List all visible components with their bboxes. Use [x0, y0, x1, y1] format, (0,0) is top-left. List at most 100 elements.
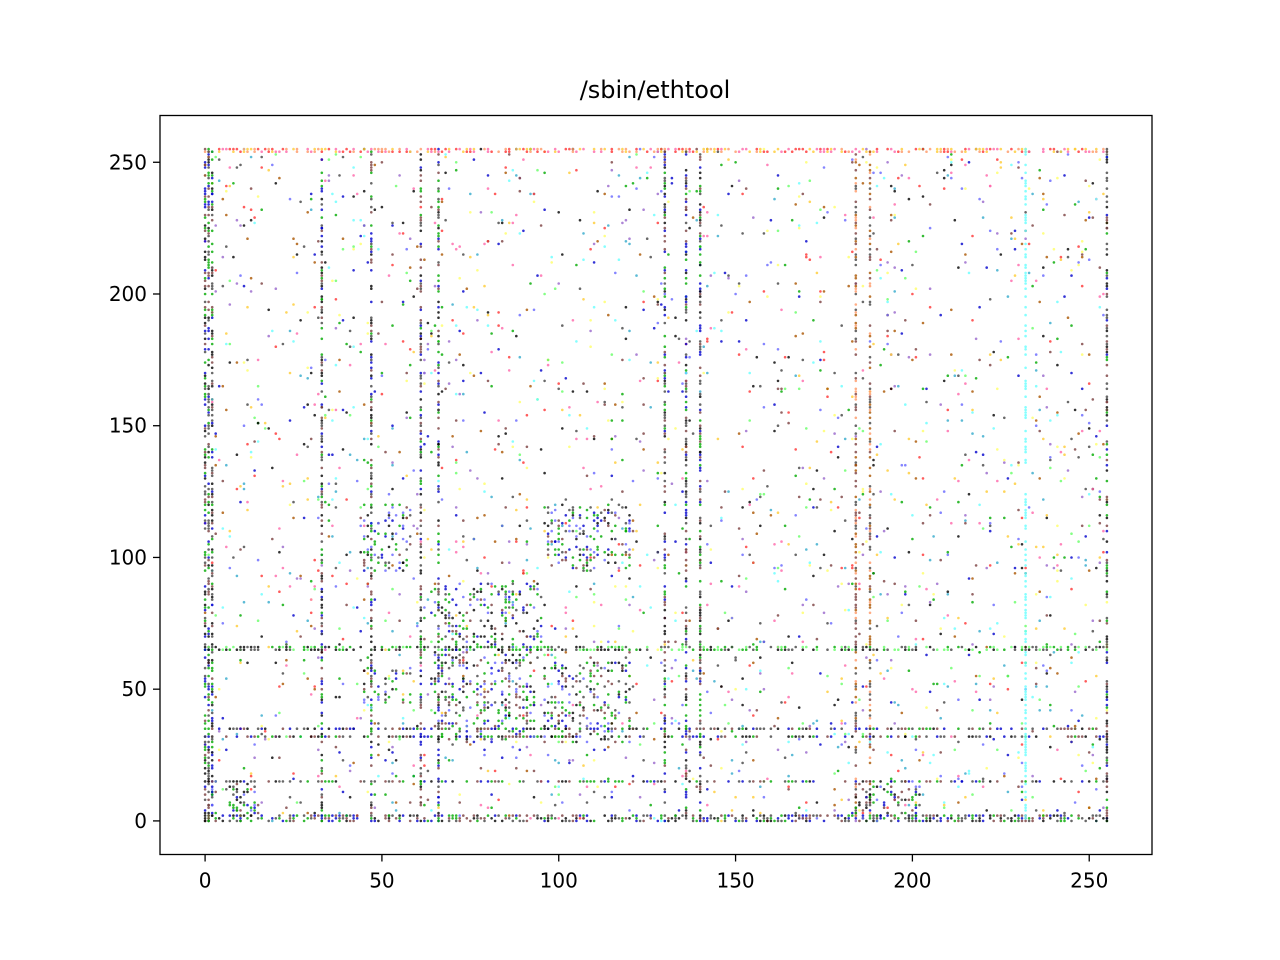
data-point [447, 187, 451, 190]
data-point [649, 606, 652, 609]
data-point [978, 651, 981, 654]
data-point [617, 258, 621, 262]
data-point [320, 595, 324, 599]
data-point [504, 606, 508, 609]
data-point [532, 701, 536, 704]
data-point [423, 508, 426, 512]
data-point [698, 814, 702, 817]
data-point [532, 308, 536, 312]
data-point [889, 735, 893, 738]
data-point [911, 687, 914, 691]
data-point [656, 477, 660, 480]
data-point [776, 727, 780, 730]
data-point [476, 817, 479, 820]
data-point [698, 614, 702, 617]
data-point [720, 506, 723, 509]
data-point [571, 319, 575, 322]
data-point [423, 803, 426, 807]
data-point [430, 727, 433, 730]
data-point [684, 176, 688, 180]
data-point [210, 814, 214, 817]
data-point [419, 408, 423, 412]
data-point [1049, 595, 1052, 599]
data-point [1052, 651, 1056, 654]
data-point [387, 780, 391, 783]
data-point [797, 224, 801, 227]
data-point [1087, 353, 1091, 356]
data-point [309, 437, 313, 441]
data-point [447, 574, 451, 578]
data-point [507, 645, 511, 649]
data-point [451, 303, 454, 306]
data-point [207, 556, 210, 559]
data-point [752, 661, 755, 665]
data-point [419, 147, 423, 151]
data-point [458, 147, 462, 151]
data-point [210, 635, 214, 638]
data-point [582, 645, 585, 649]
data-point [904, 593, 907, 596]
data-point [1038, 408, 1041, 412]
data-point [787, 421, 790, 425]
data-point [232, 147, 235, 151]
data-point [836, 698, 840, 701]
data-point [504, 735, 508, 738]
data-point [327, 158, 331, 161]
data-point [1010, 237, 1013, 240]
data-point [1066, 817, 1070, 820]
data-point [302, 648, 306, 651]
data-point [522, 714, 525, 717]
data-point [1010, 645, 1013, 649]
data-point [843, 519, 847, 522]
data-point [663, 548, 667, 551]
data-point [267, 819, 271, 823]
data-point [242, 361, 246, 364]
data-point [362, 437, 366, 441]
data-point [281, 780, 285, 783]
data-point [419, 608, 423, 612]
data-point [1027, 645, 1031, 649]
data-point [967, 727, 971, 730]
data-point [780, 569, 783, 572]
data-point [437, 150, 440, 153]
data-point [500, 561, 504, 564]
data-point [203, 371, 207, 375]
data-point [447, 819, 451, 823]
data-point [670, 722, 674, 725]
data-point [210, 764, 214, 767]
data-point [295, 814, 299, 817]
data-point [419, 153, 423, 156]
data-point [889, 701, 893, 704]
data-point [278, 756, 281, 759]
data-point [391, 587, 394, 591]
data-point [320, 624, 324, 628]
data-point [419, 801, 423, 804]
data-point [964, 795, 967, 799]
data-point [1013, 274, 1017, 277]
data-point [348, 769, 352, 773]
data-point [900, 150, 904, 153]
data-point [309, 817, 313, 820]
data-point [843, 648, 847, 651]
data-point [833, 703, 836, 707]
data-point [1034, 384, 1038, 388]
data-point [1038, 817, 1041, 820]
data-point [405, 150, 409, 153]
data-point [872, 785, 875, 788]
data-point [256, 147, 260, 151]
data-point [235, 453, 239, 457]
data-point [306, 498, 310, 501]
data-point [744, 319, 748, 322]
data-point [893, 556, 896, 559]
data-point [249, 208, 253, 211]
data-point [744, 751, 748, 754]
data-point [210, 274, 214, 277]
data-point [585, 427, 589, 430]
data-point [210, 595, 214, 599]
data-point [320, 274, 324, 277]
data-point [698, 790, 702, 794]
data-point [635, 682, 638, 686]
data-point [507, 782, 511, 786]
data-point [1045, 672, 1049, 675]
